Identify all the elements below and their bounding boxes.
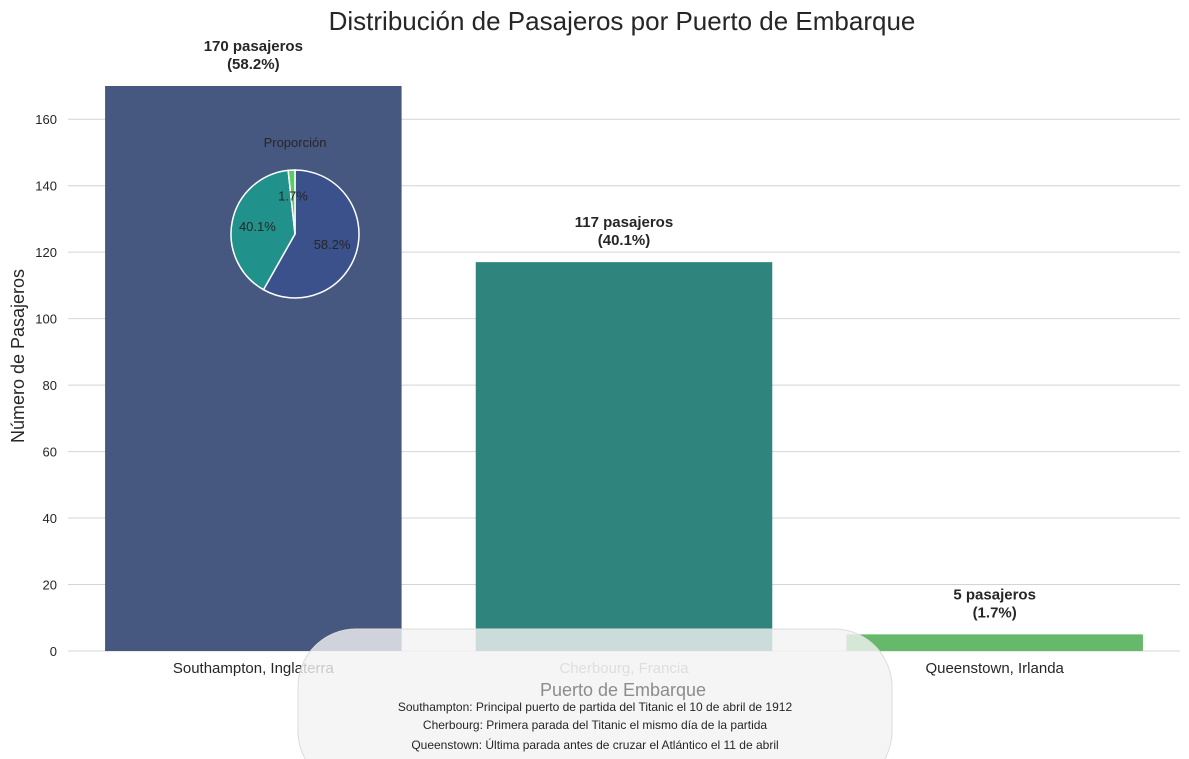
- y-tick-label: 80: [43, 378, 57, 393]
- pie-slice: [230, 169, 296, 291]
- pie-slice-label: 40.1%: [239, 219, 276, 234]
- y-tick-label: 0: [50, 644, 57, 659]
- bar-value-label: (58.2%): [227, 56, 280, 73]
- annotation-line: Southampton: Principal puerto de partida…: [398, 700, 793, 714]
- inset-pie-chart: Proporción 58.2% 40.1%1.7%: [230, 135, 360, 299]
- pie-slice: [262, 169, 360, 299]
- bar: [105, 86, 402, 651]
- bar-value-label: (1.7%): [973, 604, 1017, 621]
- annotation-line: Queenstown: Última parada antes de cruza…: [411, 737, 778, 752]
- bar-value-label: 117 pasajeros: [575, 214, 673, 231]
- y-axis-label: Número de Pasajeros: [8, 269, 28, 443]
- bars: [105, 86, 1143, 651]
- pie-slice-label: 1.7%: [278, 189, 308, 204]
- y-tick-label: 40: [43, 511, 57, 526]
- bar: [475, 262, 773, 651]
- annotation-lines: Southampton: Principal puerto de partida…: [398, 700, 793, 752]
- bar-value-label: 170 pasajeros: [204, 38, 303, 55]
- x-axis-label: Puerto de Embarque: [540, 680, 706, 700]
- chart-title: Distribución de Pasajeros por Puerto de …: [329, 6, 916, 36]
- y-tick-label: 100: [35, 312, 57, 327]
- pie-title: Proporción: [264, 135, 327, 150]
- y-tick-label: 160: [35, 112, 57, 127]
- annotation-background: [297, 628, 893, 759]
- pie-slice-label: 58.2%: [314, 237, 351, 252]
- bar: [846, 634, 1143, 651]
- annotation-line: Cherbourg: Primera parada del Titanic el…: [423, 718, 768, 732]
- annotation-box: [297, 628, 893, 759]
- x-tick-label: Southampton, Inglaterra: [173, 660, 335, 677]
- pie-slice: [287, 169, 296, 235]
- y-tick-label: 120: [35, 245, 57, 260]
- bar-value-label: 5 pasajeros: [953, 586, 1036, 603]
- x-tick-label: Queenstown, Irlanda: [925, 660, 1064, 677]
- y-tick-label: 60: [43, 445, 57, 460]
- y-axis-ticks: 0 20 40 60 80 100 120 140 160: [35, 112, 57, 659]
- y-tick-label: 20: [43, 578, 57, 593]
- y-tick-label: 140: [35, 179, 57, 194]
- bar-value-labels: 170 pasajeros(58.2%) 117 pasajeros(40.1%)…: [204, 38, 1036, 621]
- bar-value-label: (40.1%): [598, 232, 651, 249]
